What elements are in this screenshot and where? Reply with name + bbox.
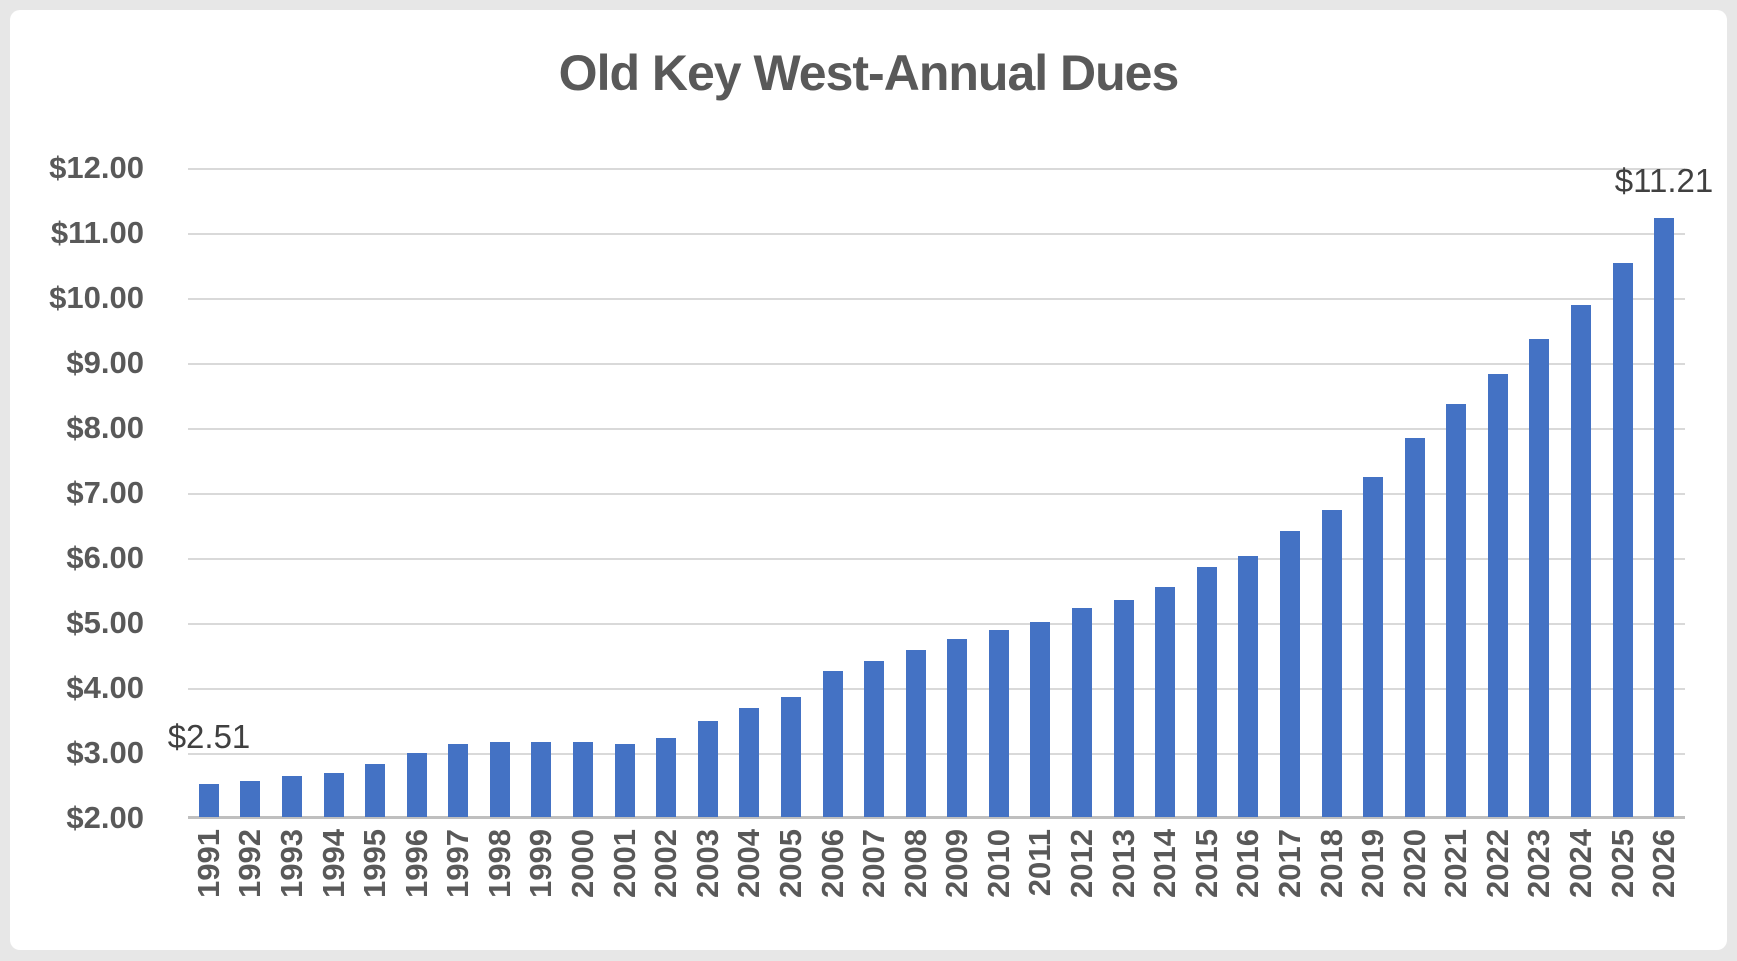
bar-1991[interactable] bbox=[199, 784, 219, 817]
bar-2019[interactable] bbox=[1363, 477, 1383, 817]
bar-2000[interactable] bbox=[573, 742, 593, 817]
bar-2025[interactable] bbox=[1613, 263, 1633, 817]
x-axis-tick-label-2008: 2008 bbox=[898, 829, 933, 898]
x-axis-tick-label-2001: 2001 bbox=[607, 829, 642, 898]
gridline bbox=[188, 493, 1685, 495]
x-axis-tick-label-2019: 2019 bbox=[1355, 829, 1390, 898]
gridline bbox=[188, 233, 1685, 235]
y-axis-tick-label: $9.00 bbox=[66, 345, 144, 380]
x-axis-tick-label-2015: 2015 bbox=[1189, 829, 1224, 898]
bar-2015[interactable] bbox=[1197, 567, 1217, 817]
x-axis-tick-label-2022: 2022 bbox=[1480, 829, 1515, 898]
x-axis-tick-label-1997: 1997 bbox=[440, 829, 475, 898]
x-axis-tick-label-2023: 2023 bbox=[1521, 829, 1556, 898]
bar-1998[interactable] bbox=[490, 742, 510, 817]
bar-2014[interactable] bbox=[1155, 587, 1175, 817]
bar-2010[interactable] bbox=[989, 630, 1009, 817]
y-axis-tick-label: $11.00 bbox=[50, 215, 144, 250]
gridline bbox=[188, 363, 1685, 365]
x-axis-tick-label-2014: 2014 bbox=[1147, 829, 1182, 898]
y-axis-tick-label: $4.00 bbox=[66, 670, 144, 705]
y-axis-tick-label: $3.00 bbox=[66, 735, 144, 770]
x-axis-tick-label-2006: 2006 bbox=[815, 829, 850, 898]
x-axis-tick-label-2018: 2018 bbox=[1314, 829, 1349, 898]
bar-2018[interactable] bbox=[1322, 510, 1342, 817]
bar-1994[interactable] bbox=[324, 773, 344, 817]
y-axis-tick-label: $7.00 bbox=[66, 475, 144, 510]
bar-2004[interactable] bbox=[739, 708, 759, 817]
bar-1995[interactable] bbox=[365, 764, 385, 817]
plot-area bbox=[188, 168, 1685, 819]
x-axis-tick-label-2012: 2012 bbox=[1064, 829, 1099, 898]
bar-1992[interactable] bbox=[240, 781, 260, 817]
x-axis-tick-label-2009: 2009 bbox=[939, 829, 974, 898]
x-axis-line bbox=[188, 816, 1685, 819]
bar-2005[interactable] bbox=[781, 697, 801, 817]
x-axis-tick-label-2007: 2007 bbox=[856, 829, 891, 898]
gridline bbox=[188, 623, 1685, 625]
x-axis-tick-label-2005: 2005 bbox=[773, 829, 808, 898]
gridline bbox=[188, 753, 1685, 755]
bar-2007[interactable] bbox=[864, 661, 884, 817]
bar-2024[interactable] bbox=[1571, 305, 1591, 817]
bar-1999[interactable] bbox=[531, 742, 551, 817]
gridline bbox=[188, 168, 1685, 170]
y-axis-tick-label: $5.00 bbox=[66, 605, 144, 640]
x-axis-tick-label-2002: 2002 bbox=[648, 829, 683, 898]
bar-1996[interactable] bbox=[407, 753, 427, 817]
bar-2020[interactable] bbox=[1405, 438, 1425, 817]
bar-2011[interactable] bbox=[1030, 622, 1050, 817]
gridline bbox=[188, 298, 1685, 300]
bar-2008[interactable] bbox=[906, 650, 926, 817]
y-axis-tick-label: $2.00 bbox=[66, 800, 144, 835]
bar-2013[interactable] bbox=[1114, 600, 1134, 817]
bar-2009[interactable] bbox=[947, 639, 967, 817]
bar-2017[interactable] bbox=[1280, 531, 1300, 817]
y-axis-tick-label: $12.00 bbox=[49, 150, 144, 185]
data-label-2026: $11.21 bbox=[1614, 162, 1714, 199]
x-axis-tick-label-2026: 2026 bbox=[1646, 829, 1681, 898]
x-axis-tick-label-2016: 2016 bbox=[1230, 829, 1265, 898]
x-axis-tick-label-1999: 1999 bbox=[523, 829, 558, 898]
x-axis-tick-label-2004: 2004 bbox=[731, 829, 766, 898]
bar-2012[interactable] bbox=[1072, 608, 1092, 817]
x-axis-tick-label-2017: 2017 bbox=[1272, 829, 1307, 898]
x-axis-tick-label-2000: 2000 bbox=[565, 829, 600, 898]
chart-title: Old Key West-Annual Dues bbox=[558, 45, 1180, 101]
gridline bbox=[188, 688, 1685, 690]
bar-2021[interactable] bbox=[1446, 404, 1466, 817]
gridline bbox=[188, 558, 1685, 560]
x-axis-tick-label-2011: 2011 bbox=[1022, 829, 1057, 897]
bar-2001[interactable] bbox=[615, 744, 635, 817]
bar-2006[interactable] bbox=[823, 671, 843, 817]
x-axis-tick-label-1994: 1994 bbox=[316, 829, 351, 898]
x-axis-tick-label-1995: 1995 bbox=[357, 829, 392, 898]
x-axis-tick-label-2013: 2013 bbox=[1106, 829, 1141, 898]
x-axis-tick-label-2025: 2025 bbox=[1605, 829, 1640, 898]
data-label-1991: $2.51 bbox=[167, 718, 251, 755]
x-axis-tick-label-1998: 1998 bbox=[482, 829, 517, 898]
bar-2026[interactable] bbox=[1654, 218, 1674, 817]
bar-2023[interactable] bbox=[1529, 339, 1549, 817]
bar-2003[interactable] bbox=[698, 721, 718, 817]
y-axis-tick-label: $8.00 bbox=[66, 410, 144, 445]
x-axis-tick-label-1996: 1996 bbox=[399, 829, 434, 898]
x-axis-tick-label-1991: 1991 bbox=[191, 829, 226, 898]
bar-2002[interactable] bbox=[656, 738, 676, 817]
y-axis-tick-label: $6.00 bbox=[66, 540, 144, 575]
x-axis-tick-label-2024: 2024 bbox=[1563, 829, 1598, 898]
x-axis-tick-label-2020: 2020 bbox=[1397, 829, 1432, 898]
bar-1993[interactable] bbox=[282, 776, 302, 817]
gridline bbox=[188, 428, 1685, 430]
bar-2022[interactable] bbox=[1488, 374, 1508, 817]
y-axis-tick-label: $10.00 bbox=[49, 280, 144, 315]
x-axis-tick-label-1993: 1993 bbox=[274, 829, 309, 898]
x-axis-tick-label-2003: 2003 bbox=[690, 829, 725, 898]
x-axis-tick-label-2021: 2021 bbox=[1438, 829, 1473, 898]
x-axis-tick-label-1992: 1992 bbox=[232, 829, 267, 898]
bar-2016[interactable] bbox=[1238, 556, 1258, 817]
x-axis-tick-label-2010: 2010 bbox=[981, 829, 1016, 898]
bar-1997[interactable] bbox=[448, 744, 468, 817]
